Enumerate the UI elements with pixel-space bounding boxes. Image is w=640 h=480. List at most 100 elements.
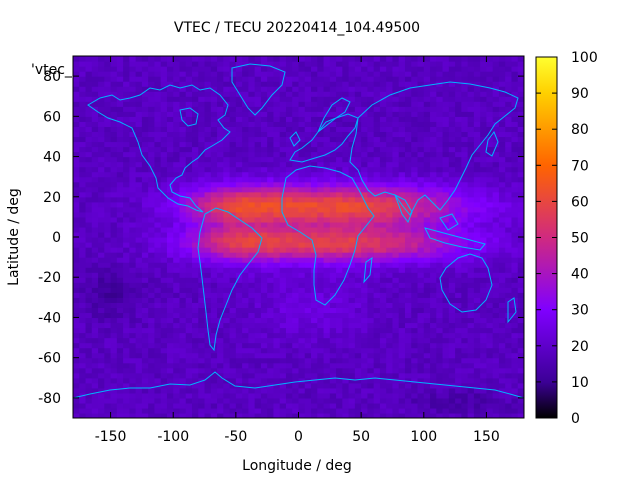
heatmap-cell <box>73 402 80 409</box>
heatmap-cell <box>404 257 412 263</box>
heatmap-cell <box>317 141 325 148</box>
heatmap-cell <box>91 367 99 374</box>
heatmap-cell <box>480 242 488 248</box>
heatmap-cell <box>455 141 462 148</box>
heatmap-cell <box>430 111 437 117</box>
heatmap-cell <box>285 307 293 314</box>
heatmap-cell <box>260 357 268 364</box>
heatmap-cell <box>179 237 187 243</box>
heatmap-cell <box>242 372 249 379</box>
heatmap-cell <box>386 181 394 188</box>
heatmap-cell <box>317 66 325 72</box>
heatmap-cell <box>260 392 268 399</box>
heatmap-cell <box>223 61 231 67</box>
heatmap-cell <box>323 267 331 273</box>
heatmap-cell <box>166 146 174 153</box>
heatmap-cell <box>311 216 318 223</box>
heatmap-cell <box>348 231 356 238</box>
heatmap-cell <box>279 201 287 208</box>
heatmap-cell <box>442 237 450 243</box>
heatmap-cell <box>404 201 412 208</box>
heatmap-cell <box>123 116 130 122</box>
heatmap-cell <box>411 307 419 314</box>
heatmap-cell <box>304 372 312 379</box>
heatmap-cell <box>279 392 287 399</box>
heatmap-cell <box>217 407 224 414</box>
heatmap-cell <box>254 282 262 288</box>
heatmap-cell <box>185 397 193 404</box>
heatmap-cell <box>311 221 318 228</box>
heatmap-cell <box>104 166 112 173</box>
heatmap-cell <box>348 196 356 203</box>
heatmap-cell <box>279 216 287 223</box>
heatmap-cell <box>505 297 513 303</box>
heatmap-cell <box>404 66 412 72</box>
heatmap-cell <box>367 141 375 148</box>
heatmap-cell <box>348 332 356 339</box>
heatmap-cell <box>129 181 137 188</box>
heatmap-cell <box>423 71 431 77</box>
heatmap-cell <box>141 186 149 193</box>
heatmap-cell <box>417 377 425 384</box>
heatmap-cell <box>223 352 231 359</box>
heatmap-cell <box>254 186 262 193</box>
heatmap-cell <box>480 181 488 188</box>
heatmap-cell <box>336 267 343 273</box>
heatmap-cell <box>455 126 462 133</box>
heatmap-cell <box>304 146 312 153</box>
heatmap-cell <box>123 282 130 288</box>
heatmap-cell <box>342 86 350 92</box>
heatmap-cell <box>486 171 494 178</box>
heatmap-cell <box>436 377 444 384</box>
heatmap-cell <box>304 56 312 62</box>
heatmap-cell <box>467 156 475 163</box>
heatmap-cell <box>242 327 249 334</box>
heatmap-cell <box>448 121 456 127</box>
heatmap-cell <box>298 237 306 243</box>
heatmap-cell <box>91 347 99 354</box>
heatmap-cell <box>135 81 143 87</box>
heatmap-cell <box>467 412 475 418</box>
heatmap-cell <box>210 377 218 384</box>
heatmap-cell <box>260 206 268 213</box>
heatmap-cell <box>480 372 488 379</box>
heatmap-cell <box>235 237 243 243</box>
heatmap-cell <box>154 342 162 349</box>
heatmap-cell <box>292 71 300 77</box>
heatmap-cell <box>386 61 394 67</box>
heatmap-cell <box>254 352 262 359</box>
heatmap-cell <box>298 347 306 354</box>
heatmap-cell <box>110 312 118 319</box>
heatmap-cell <box>135 66 143 72</box>
heatmap-cell <box>91 206 99 213</box>
heatmap-cell <box>423 257 431 263</box>
heatmap-cell <box>455 146 462 153</box>
heatmap-cell <box>135 412 143 418</box>
heatmap-cell <box>448 317 456 324</box>
heatmap-cell <box>254 302 262 308</box>
heatmap-cell <box>229 56 237 62</box>
heatmap-cell <box>436 272 444 278</box>
heatmap-cell <box>498 372 506 379</box>
heatmap-cell <box>379 176 387 183</box>
heatmap-cell <box>73 201 80 208</box>
heatmap-cell <box>210 91 218 97</box>
heatmap-cell <box>367 106 375 112</box>
heatmap-cell <box>436 111 444 117</box>
heatmap-cell <box>85 347 93 354</box>
heatmap-cell <box>141 297 149 303</box>
heatmap-cell <box>73 66 80 72</box>
heatmap-cell <box>148 151 156 158</box>
heatmap-cell <box>386 262 394 268</box>
heatmap-cell <box>210 302 218 308</box>
heatmap-cell <box>417 297 425 303</box>
heatmap-cell <box>110 317 118 324</box>
heatmap-cell <box>260 322 268 329</box>
heatmap-cell <box>154 136 162 143</box>
heatmap-cell <box>129 91 137 97</box>
heatmap-cell <box>461 101 469 107</box>
heatmap-cell <box>329 397 337 404</box>
heatmap-cell <box>123 392 130 399</box>
heatmap-cell <box>154 231 162 238</box>
heatmap-cell <box>116 407 124 414</box>
